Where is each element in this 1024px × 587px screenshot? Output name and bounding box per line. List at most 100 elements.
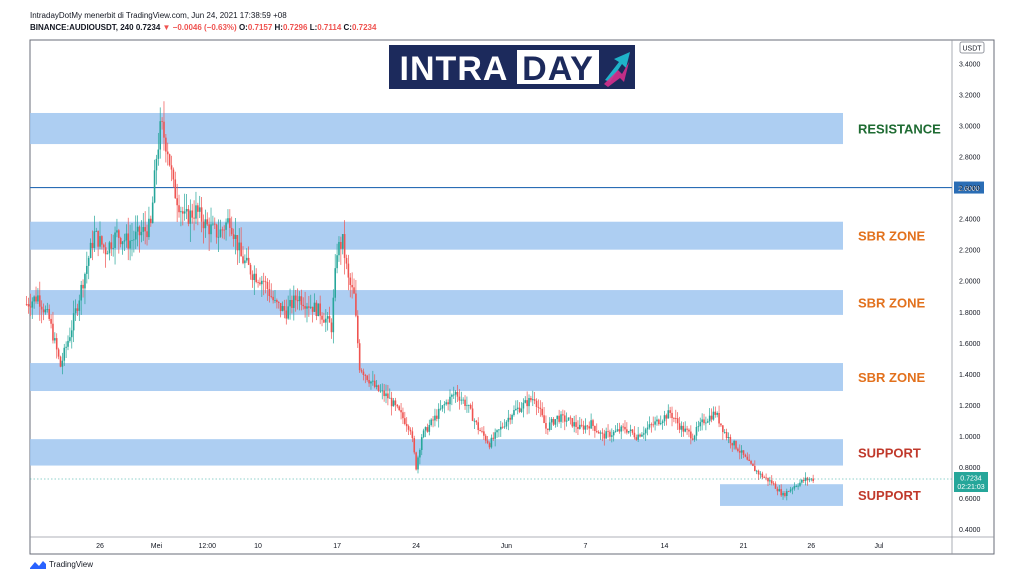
candle-body: [488, 443, 491, 448]
candle-body: [439, 408, 442, 410]
candle-body: [531, 399, 534, 401]
candle-body: [703, 419, 705, 424]
candle-body: [678, 423, 681, 430]
candle-body: [84, 273, 86, 289]
candle-body: [477, 422, 480, 430]
logo-arrow-up-icon: [605, 52, 630, 82]
candle-body: [611, 435, 613, 437]
candle-body: [802, 479, 805, 481]
candle-body: [187, 208, 190, 224]
candle-body: [676, 418, 679, 424]
candle-body: [452, 394, 455, 396]
candle-body: [738, 450, 741, 453]
candle-body: [682, 425, 685, 432]
x-tick-label: Mei: [151, 543, 163, 550]
candle-body: [757, 470, 760, 475]
chart-header: IntradayDotMy menerbit di TradingView.co…: [30, 10, 376, 34]
candle-body: [567, 417, 570, 421]
candle-body: [475, 420, 478, 423]
candle-body: [737, 448, 739, 451]
candle-body: [101, 236, 103, 245]
candle-body: [362, 371, 365, 375]
y-tick-label: 2.6000: [959, 186, 981, 193]
x-tick-label: 21: [740, 543, 748, 550]
candle-body: [458, 396, 461, 401]
candle-body: [102, 244, 105, 248]
zone-sbr-2: [30, 290, 843, 315]
candle-body: [686, 428, 688, 430]
candle-body: [27, 304, 30, 307]
candle-body: [268, 289, 271, 297]
candle-body: [550, 418, 553, 423]
candle-body: [308, 306, 310, 308]
candle-body: [114, 232, 116, 248]
candle-body: [57, 349, 60, 357]
candle-body: [767, 477, 769, 482]
candle-body: [784, 492, 786, 496]
candle-body: [434, 415, 436, 421]
candle-body: [52, 323, 54, 341]
candle-body: [153, 170, 156, 203]
candle-body: [294, 295, 297, 301]
candle-body: [97, 230, 99, 247]
candle-body: [404, 418, 406, 424]
candle-body: [46, 308, 49, 310]
candle-body: [789, 489, 792, 492]
tradingview-footer[interactable]: TradingView: [30, 560, 93, 569]
tradingview-logo-icon: [30, 561, 46, 569]
candle-body: [400, 410, 402, 413]
open-label: O:: [238, 23, 248, 32]
candle-body: [744, 454, 747, 457]
candle-body: [695, 426, 698, 436]
candle-body: [127, 233, 130, 249]
candle-body: [644, 429, 647, 434]
candle-body: [554, 419, 557, 425]
candle-body: [328, 316, 331, 323]
candle-body: [799, 482, 801, 486]
candle-body: [643, 433, 645, 435]
candle-body: [616, 429, 619, 431]
candle-body: [622, 426, 624, 428]
candle-body: [118, 230, 120, 238]
candle-body: [712, 411, 715, 420]
candle-body: [385, 393, 387, 397]
low-label: L:: [309, 23, 318, 32]
candle-body: [618, 429, 621, 432]
candle-body: [629, 429, 632, 432]
candle-body: [119, 237, 122, 245]
candle-body: [419, 450, 421, 458]
candle-body: [515, 408, 517, 411]
candle-body: [782, 492, 784, 496]
candle-body: [652, 424, 655, 426]
y-tick-label: 0.4000: [959, 527, 981, 534]
candle-body: [582, 425, 585, 430]
candle-body: [428, 425, 431, 432]
candle-body: [76, 308, 79, 311]
candle-body: [468, 404, 470, 406]
candle-body: [535, 400, 538, 407]
candle-body: [501, 426, 504, 428]
last-value: 0.7234: [135, 23, 161, 32]
candle-body: [59, 356, 62, 367]
candle-body: [306, 306, 308, 309]
candle-body: [183, 211, 186, 214]
candle-body: [804, 477, 807, 481]
candle-body: [667, 410, 670, 419]
candle-body: [748, 459, 750, 462]
candle-body: [375, 385, 378, 387]
candle-body: [755, 470, 758, 472]
candle-body: [706, 421, 709, 423]
candle-body: [251, 274, 254, 281]
zone-resistance-0: [30, 112, 843, 145]
candle-body: [392, 400, 395, 407]
candle-body: [462, 399, 464, 401]
candle-body: [270, 296, 273, 297]
candle-body: [40, 306, 43, 310]
y-tick-label: 1.2000: [959, 403, 981, 410]
tradingview-brand: TradingView: [49, 560, 94, 569]
candle-body: [795, 486, 798, 487]
candle-body: [144, 227, 146, 232]
candle-body: [770, 480, 773, 484]
candle-body: [86, 265, 88, 274]
